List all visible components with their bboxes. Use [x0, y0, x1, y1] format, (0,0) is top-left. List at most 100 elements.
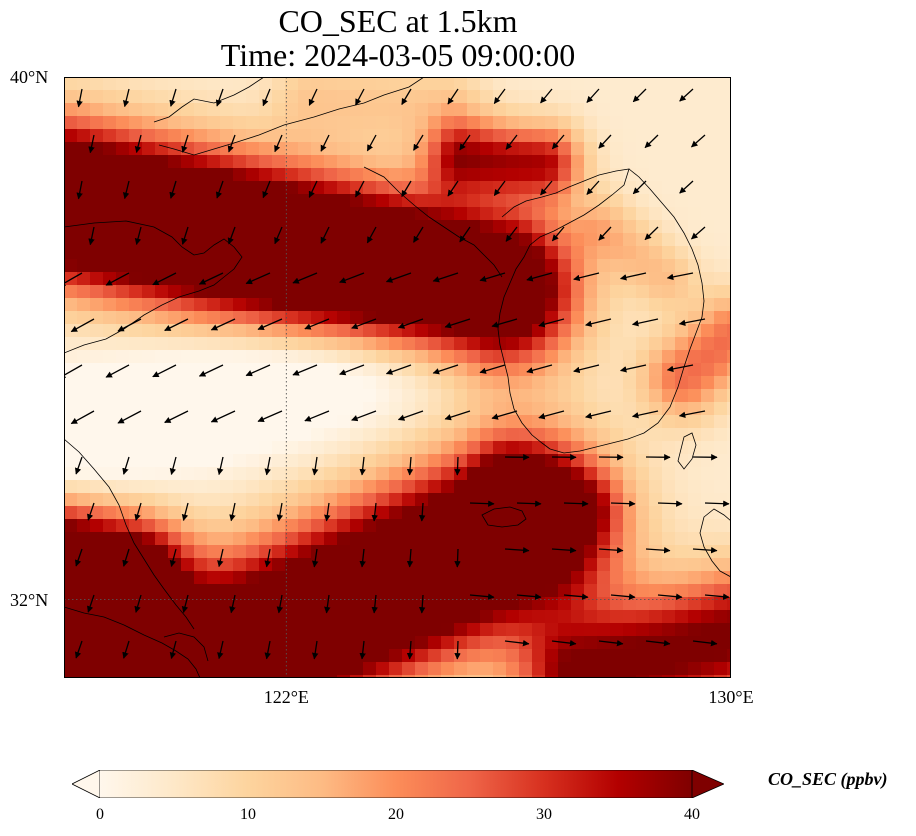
wind-arrow [181, 226, 189, 245]
colorbar-label: CO_SEC (ppbv) [768, 769, 888, 789]
wind-arrow [122, 548, 130, 567]
wind-arrow [666, 272, 694, 281]
wind-arrow [76, 180, 83, 200]
wind-arrow [134, 134, 142, 154]
wind-arrow [74, 456, 83, 475]
wind-arrow [308, 88, 318, 106]
wind-arrow [181, 134, 189, 153]
coastline-jeju [481, 506, 527, 528]
coastline-tsushima [677, 432, 697, 470]
coastline-korea-east [549, 168, 705, 454]
lon-label-130: 130°E [708, 687, 754, 707]
colorbar-tick-40: 40 [684, 806, 700, 823]
wind-arrow [551, 226, 565, 242]
wind-arrow [406, 456, 414, 476]
wind-arrow [245, 272, 271, 285]
wind-arrow [217, 548, 224, 568]
colorbar-max-extend [691, 769, 725, 799]
wind-arrow [152, 364, 177, 378]
wind-arrow [540, 88, 553, 104]
wind-arrow [87, 502, 95, 521]
wind-arrow [215, 180, 224, 199]
wind-arrow [586, 88, 600, 103]
wind-arrow [339, 364, 365, 376]
wind-arrow [598, 134, 612, 149]
wind-arrow [264, 456, 271, 476]
wind-arrow [505, 134, 518, 150]
wind-arrow [264, 548, 271, 568]
wind-arrow [479, 364, 506, 374]
wind-arrow [371, 594, 378, 614]
wind-arrow [447, 88, 459, 105]
wind-arrow [311, 640, 319, 660]
wind-arrow [432, 364, 459, 375]
wind-arrow [598, 546, 624, 554]
wind-arrow [122, 180, 130, 200]
wind-arrow [117, 318, 142, 332]
wind-arrow [274, 226, 283, 245]
map-border [64, 77, 731, 678]
coastline-bohai-north [193, 77, 425, 156]
wind-arrow [585, 410, 612, 419]
wind-arrow [679, 180, 694, 194]
coastline-hangzhou-bay [163, 632, 209, 662]
colorbar-min-extend [71, 769, 101, 799]
wind-arrow [134, 594, 142, 613]
wind-arrow [320, 134, 330, 152]
wind-arrow [70, 318, 95, 333]
wind-arrow [276, 502, 284, 522]
wind-arrow [134, 226, 142, 246]
wind-arrow [678, 410, 706, 418]
wind-arrow [504, 639, 530, 647]
concentration-field [64, 77, 731, 678]
coastline-korea-west [501, 168, 630, 246]
wind-arrow [198, 364, 224, 377]
wind-arrow [292, 272, 318, 284]
wind-arrow [262, 180, 271, 199]
map-title: CO_SEC at 1.5km Time: 2024-03-05 09:00:0… [64, 4, 732, 72]
wind-arrow [493, 180, 506, 197]
wind-arrow [64, 272, 83, 287]
wind-arrow [320, 226, 330, 244]
wind-arrow [134, 502, 142, 521]
wind-arrow [563, 500, 589, 507]
wind-arrow [691, 134, 706, 148]
wind-arrow [88, 134, 95, 154]
wind-arrow [355, 180, 365, 198]
wind-arrow [74, 548, 83, 567]
wind-arrow [678, 318, 706, 326]
wind-arrow [632, 88, 647, 103]
wind-arrow [169, 456, 177, 476]
wind-arrow [122, 88, 130, 108]
wind-arrow [538, 410, 565, 420]
wind-arrow [169, 88, 177, 107]
wind-arrow [454, 548, 461, 568]
coastline-liaodong-south [363, 166, 503, 278]
wind-arrow [447, 180, 459, 197]
wind-arrow [339, 272, 365, 284]
wind-arrow [262, 88, 271, 107]
wind-arrow [401, 88, 412, 106]
title-line-time: Time: 2024-03-05 09:00:00 [220, 37, 576, 73]
wind-arrow [573, 364, 600, 374]
wind-arrow [704, 593, 730, 600]
wind-arrow [418, 502, 426, 522]
wind-arrow [198, 272, 224, 285]
wind-arrow [516, 593, 542, 600]
coastline-jiangsu [64, 438, 195, 630]
coastline-bohai-west [158, 144, 195, 156]
wind-arrow [459, 226, 471, 243]
wind-arrow [76, 88, 83, 108]
wind-arrow [351, 318, 377, 330]
wind-arrow [692, 546, 718, 554]
wind-arrow [631, 318, 659, 327]
wind-arrow [87, 594, 95, 613]
wind-arrow [264, 640, 271, 660]
colorbar-bar [71, 769, 725, 799]
wind-arrow [217, 456, 224, 476]
coastline-kyushu [699, 508, 731, 578]
wind-arrow [210, 318, 236, 331]
wind-arrow [657, 500, 683, 507]
lat-label-40: 40°N [10, 67, 49, 87]
wind-arrow [164, 318, 189, 332]
